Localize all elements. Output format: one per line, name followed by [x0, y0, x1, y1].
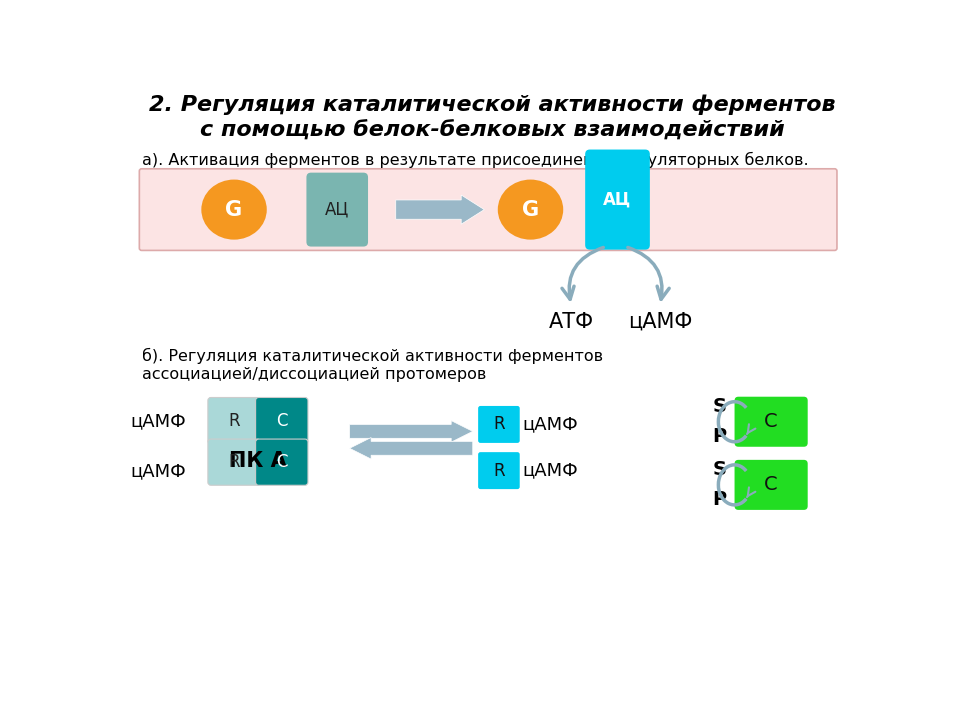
Text: цАМФ: цАМФ [628, 312, 692, 332]
Text: P: P [712, 490, 727, 509]
FancyBboxPatch shape [734, 397, 807, 446]
Text: C: C [764, 413, 778, 431]
Text: C: C [276, 453, 288, 471]
Text: цАМФ: цАМФ [522, 415, 578, 433]
FancyBboxPatch shape [139, 168, 837, 251]
Text: АЦ: АЦ [325, 201, 349, 219]
Text: S: S [713, 397, 727, 416]
Ellipse shape [498, 179, 564, 240]
FancyBboxPatch shape [478, 452, 519, 489]
Text: R: R [493, 415, 505, 433]
Text: цАМФ: цАМФ [131, 462, 186, 480]
Text: R: R [228, 412, 240, 430]
Text: АЦ: АЦ [604, 191, 632, 209]
Text: ПК А: ПК А [229, 451, 287, 472]
Text: б). Регуляция каталитической активности ферментов
ассоциацией/диссоциацией прото: б). Регуляция каталитической активности … [142, 348, 603, 382]
FancyBboxPatch shape [306, 173, 368, 246]
Ellipse shape [202, 179, 267, 240]
FancyArrow shape [396, 195, 484, 224]
FancyArrow shape [349, 420, 472, 442]
Text: G: G [226, 199, 243, 220]
Text: цАМФ: цАМФ [522, 462, 578, 480]
FancyArrow shape [349, 438, 472, 459]
Text: 2. Регуляция каталитической активности ферментов: 2. Регуляция каталитической активности ф… [149, 94, 835, 114]
FancyBboxPatch shape [734, 460, 807, 510]
Text: с помощью белок-белковых взаимодействий: с помощью белок-белковых взаимодействий [200, 120, 784, 140]
FancyBboxPatch shape [586, 150, 650, 250]
Text: C: C [764, 475, 778, 495]
Text: цАМФ: цАМФ [131, 413, 186, 431]
FancyBboxPatch shape [208, 397, 260, 444]
FancyBboxPatch shape [208, 439, 260, 485]
Text: C: C [276, 412, 288, 430]
Text: R: R [228, 453, 240, 471]
Text: АТФ: АТФ [549, 312, 594, 332]
FancyBboxPatch shape [255, 439, 308, 485]
Text: а). Активация ферментов в результате присоединения регуляторных белков.: а). Активация ферментов в результате при… [142, 152, 808, 168]
FancyBboxPatch shape [255, 397, 308, 444]
Text: S: S [713, 460, 727, 480]
Text: P: P [712, 427, 727, 446]
Text: R: R [493, 462, 505, 480]
Text: G: G [522, 199, 540, 220]
FancyBboxPatch shape [478, 406, 519, 443]
